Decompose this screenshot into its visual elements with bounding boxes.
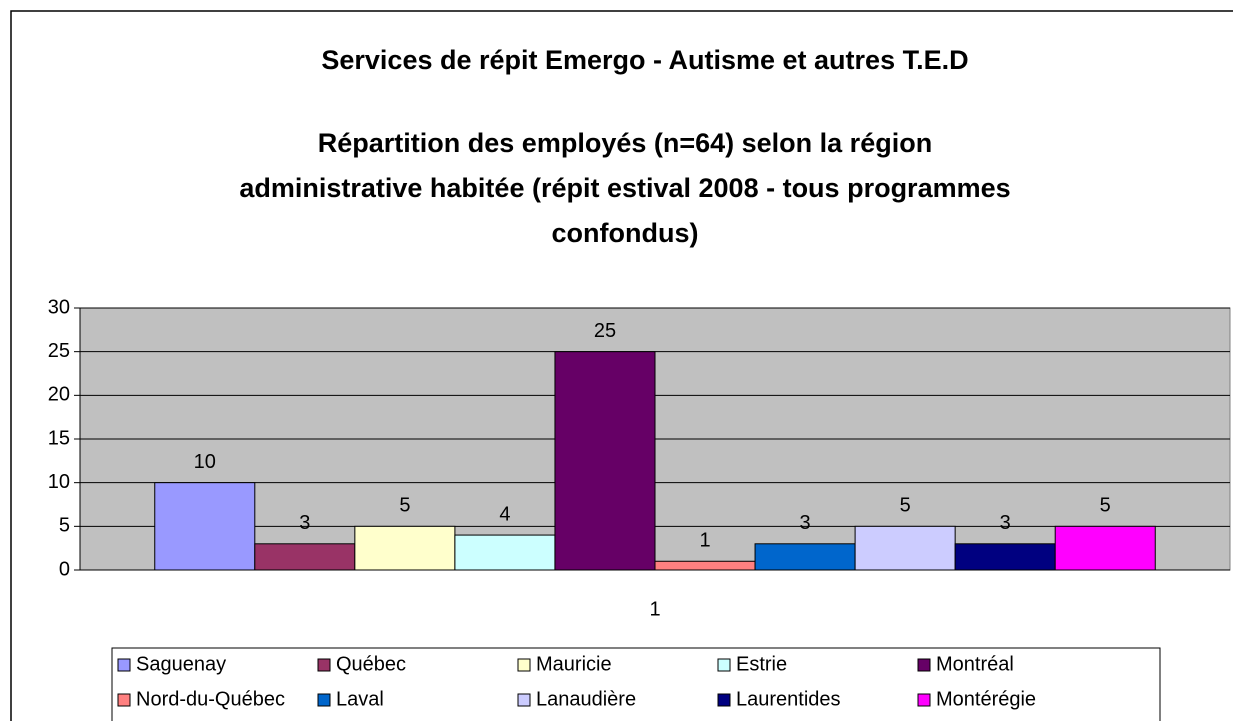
chart-subtitle: Répartition des employés (n=64) selon la…	[318, 128, 932, 158]
data-label: 3	[299, 512, 310, 534]
legend-label: Nord-du-Québec	[136, 688, 285, 710]
data-label: 5	[900, 495, 911, 517]
data-label: 3	[800, 512, 811, 534]
data-label: 4	[499, 503, 510, 525]
data-label: 25	[594, 320, 616, 342]
bar	[554, 351, 656, 571]
chart-subtitle: administrative habitée (répit estival 20…	[239, 173, 1010, 203]
legend-label: Laurentides	[736, 688, 841, 710]
legend-swatch	[517, 658, 531, 672]
data-label: 3	[1000, 512, 1011, 534]
legend-swatch	[717, 693, 731, 707]
legend-swatch	[917, 658, 931, 672]
legend-swatch	[717, 658, 731, 672]
bar	[254, 543, 356, 571]
y-tick-label: 10	[48, 471, 70, 493]
legend-label: Montérégie	[936, 688, 1036, 710]
legend-label: Estrie	[736, 653, 787, 675]
y-tick-label: 30	[48, 296, 70, 318]
legend-swatch	[317, 693, 331, 707]
legend-swatch	[517, 693, 531, 707]
bar	[654, 560, 756, 571]
legend-label: Montréal	[936, 653, 1014, 675]
bar	[854, 525, 956, 571]
chart-subtitle: confondus)	[552, 218, 699, 248]
y-tick-label: 25	[48, 340, 70, 362]
legend-label: Québec	[336, 653, 406, 675]
bar	[1054, 525, 1156, 571]
data-label: 10	[194, 451, 216, 473]
bar	[154, 482, 256, 571]
y-tick-label: 0	[59, 558, 70, 580]
legend-label: Lanaudière	[536, 688, 636, 710]
bar	[954, 543, 1056, 571]
legend-swatch	[917, 693, 931, 707]
bar	[354, 525, 456, 571]
chart-title: Services de répit Emergo - Autisme et au…	[321, 45, 968, 75]
y-tick-label: 20	[48, 384, 70, 406]
legend-swatch	[317, 658, 331, 672]
y-tick-label: 15	[48, 427, 70, 449]
data-label: 5	[399, 495, 410, 517]
data-label: 5	[1100, 495, 1111, 517]
x-tick-label: 1	[649, 598, 660, 620]
legend	[111, 647, 1161, 721]
data-label: 1	[699, 530, 710, 552]
y-tick-label: 5	[59, 515, 70, 537]
legend-label: Saguenay	[136, 653, 226, 675]
bar	[454, 534, 556, 571]
legend-swatch	[117, 658, 131, 672]
legend-swatch	[117, 693, 131, 707]
legend-label: Laval	[336, 688, 384, 710]
bar	[754, 543, 856, 571]
legend-label: Mauricie	[536, 653, 612, 675]
